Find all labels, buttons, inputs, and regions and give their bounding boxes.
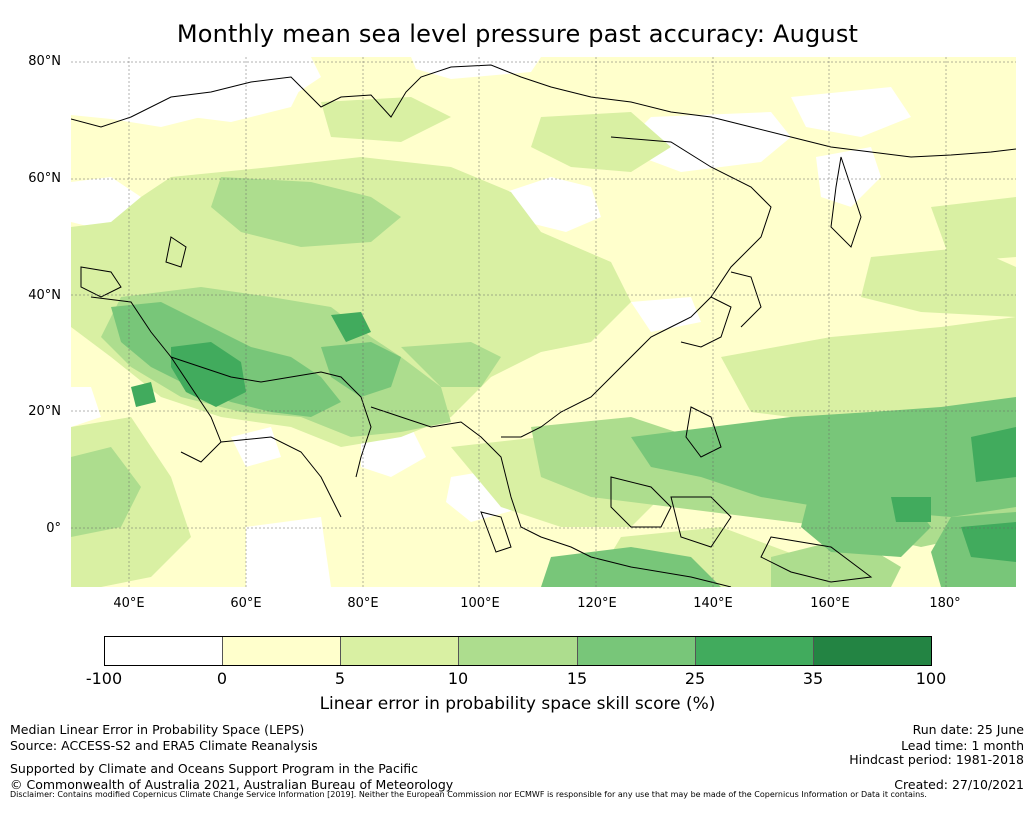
lon-label-120e: 120°E bbox=[577, 596, 617, 611]
map-title: Monthly mean sea level pressure past acc… bbox=[176, 20, 859, 48]
footer-disclaimer: Disclaimer: Contains modified Copernicus… bbox=[10, 790, 927, 799]
colorbar-segment bbox=[223, 637, 342, 665]
colorbar-label: Linear error in probability space skill … bbox=[319, 694, 716, 714]
colorbar-segment bbox=[459, 637, 578, 665]
lon-label-100e: 100°E bbox=[460, 596, 500, 611]
lon-label-40e: 40°E bbox=[113, 596, 145, 611]
lat-label-60n: 60°N bbox=[28, 171, 61, 186]
colorbar-tick: 100 bbox=[915, 669, 947, 688]
lat-label-0: 0° bbox=[46, 521, 61, 536]
footer-created: Created: 27/10/2021 bbox=[894, 777, 1024, 792]
lon-label-60e: 60°E bbox=[230, 596, 262, 611]
skill-band-white bbox=[71, 57, 911, 587]
colorbar-tick: 15 bbox=[566, 669, 588, 688]
skill-map bbox=[71, 57, 1016, 587]
colorbar-segment bbox=[813, 637, 931, 665]
lon-label-160e: 160°E bbox=[810, 596, 850, 611]
colorbar-tick: 10 bbox=[447, 669, 469, 688]
colorbar-segment bbox=[105, 637, 224, 665]
footer-method: Median Linear Error in Probability Space… bbox=[10, 722, 305, 737]
colorbar-tick: -100 bbox=[85, 669, 123, 688]
lon-label-80e: 80°E bbox=[347, 596, 379, 611]
graticule bbox=[71, 57, 1016, 587]
coastlines bbox=[71, 64, 1016, 587]
lat-label-40n: 40°N bbox=[28, 288, 61, 303]
colorbar-segment bbox=[577, 637, 696, 665]
footer-copyright: © Commonwealth of Australia 2021, Austra… bbox=[10, 777, 454, 792]
colorbar-tick: 0 bbox=[216, 669, 228, 688]
footer-support: Supported by Climate and Oceans Support … bbox=[10, 761, 419, 776]
colorbar-tick: 35 bbox=[802, 669, 824, 688]
colorbar-segment bbox=[695, 637, 814, 665]
colorbar-tick: 25 bbox=[684, 669, 706, 688]
colorbar bbox=[104, 636, 932, 666]
footer-source: Source: ACCESS-S2 and ERA5 Climate Reana… bbox=[10, 738, 318, 753]
footer-lead-time: Lead time: 1 month bbox=[901, 738, 1024, 753]
colorbar-tick: 5 bbox=[334, 669, 346, 688]
footer-run-date: Run date: 25 June bbox=[912, 722, 1024, 737]
lat-label-80n: 80°N bbox=[28, 54, 61, 69]
lon-label-180: 180° bbox=[929, 596, 961, 611]
lon-label-140e: 140°E bbox=[693, 596, 733, 611]
lat-label-20n: 20°N bbox=[28, 404, 61, 419]
colorbar-segment bbox=[341, 637, 460, 665]
skill-band-25-35 bbox=[131, 312, 1016, 562]
footer-hindcast: Hindcast period: 1981-2018 bbox=[849, 752, 1024, 767]
